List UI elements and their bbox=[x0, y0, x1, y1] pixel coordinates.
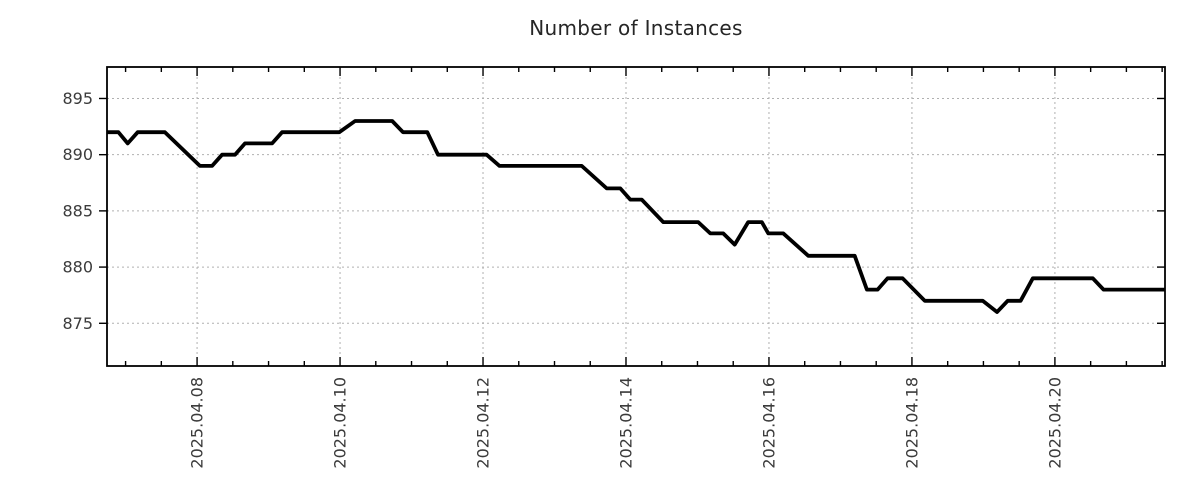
x-tick-label: 2025.04.16 bbox=[760, 377, 779, 469]
x-tick-label: 2025.04.12 bbox=[474, 377, 493, 469]
x-tick-label: 2025.04.08 bbox=[188, 377, 207, 469]
x-tick-label: 2025.04.18 bbox=[903, 377, 922, 469]
x-tick-label: 2025.04.14 bbox=[617, 377, 636, 469]
y-tick-label: 895 bbox=[62, 89, 93, 108]
y-tick-label: 885 bbox=[62, 201, 93, 220]
x-tick-label: 2025.04.20 bbox=[1046, 377, 1065, 469]
series-instances bbox=[107, 119, 1165, 314]
y-tick-label: 890 bbox=[62, 145, 93, 164]
x-tick-label: 2025.04.10 bbox=[331, 377, 350, 469]
y-tick-label: 875 bbox=[62, 314, 93, 333]
plot-border bbox=[106, 66, 1166, 367]
chart-title: Number of Instances bbox=[529, 16, 743, 40]
y-tick-label: 880 bbox=[62, 258, 93, 277]
